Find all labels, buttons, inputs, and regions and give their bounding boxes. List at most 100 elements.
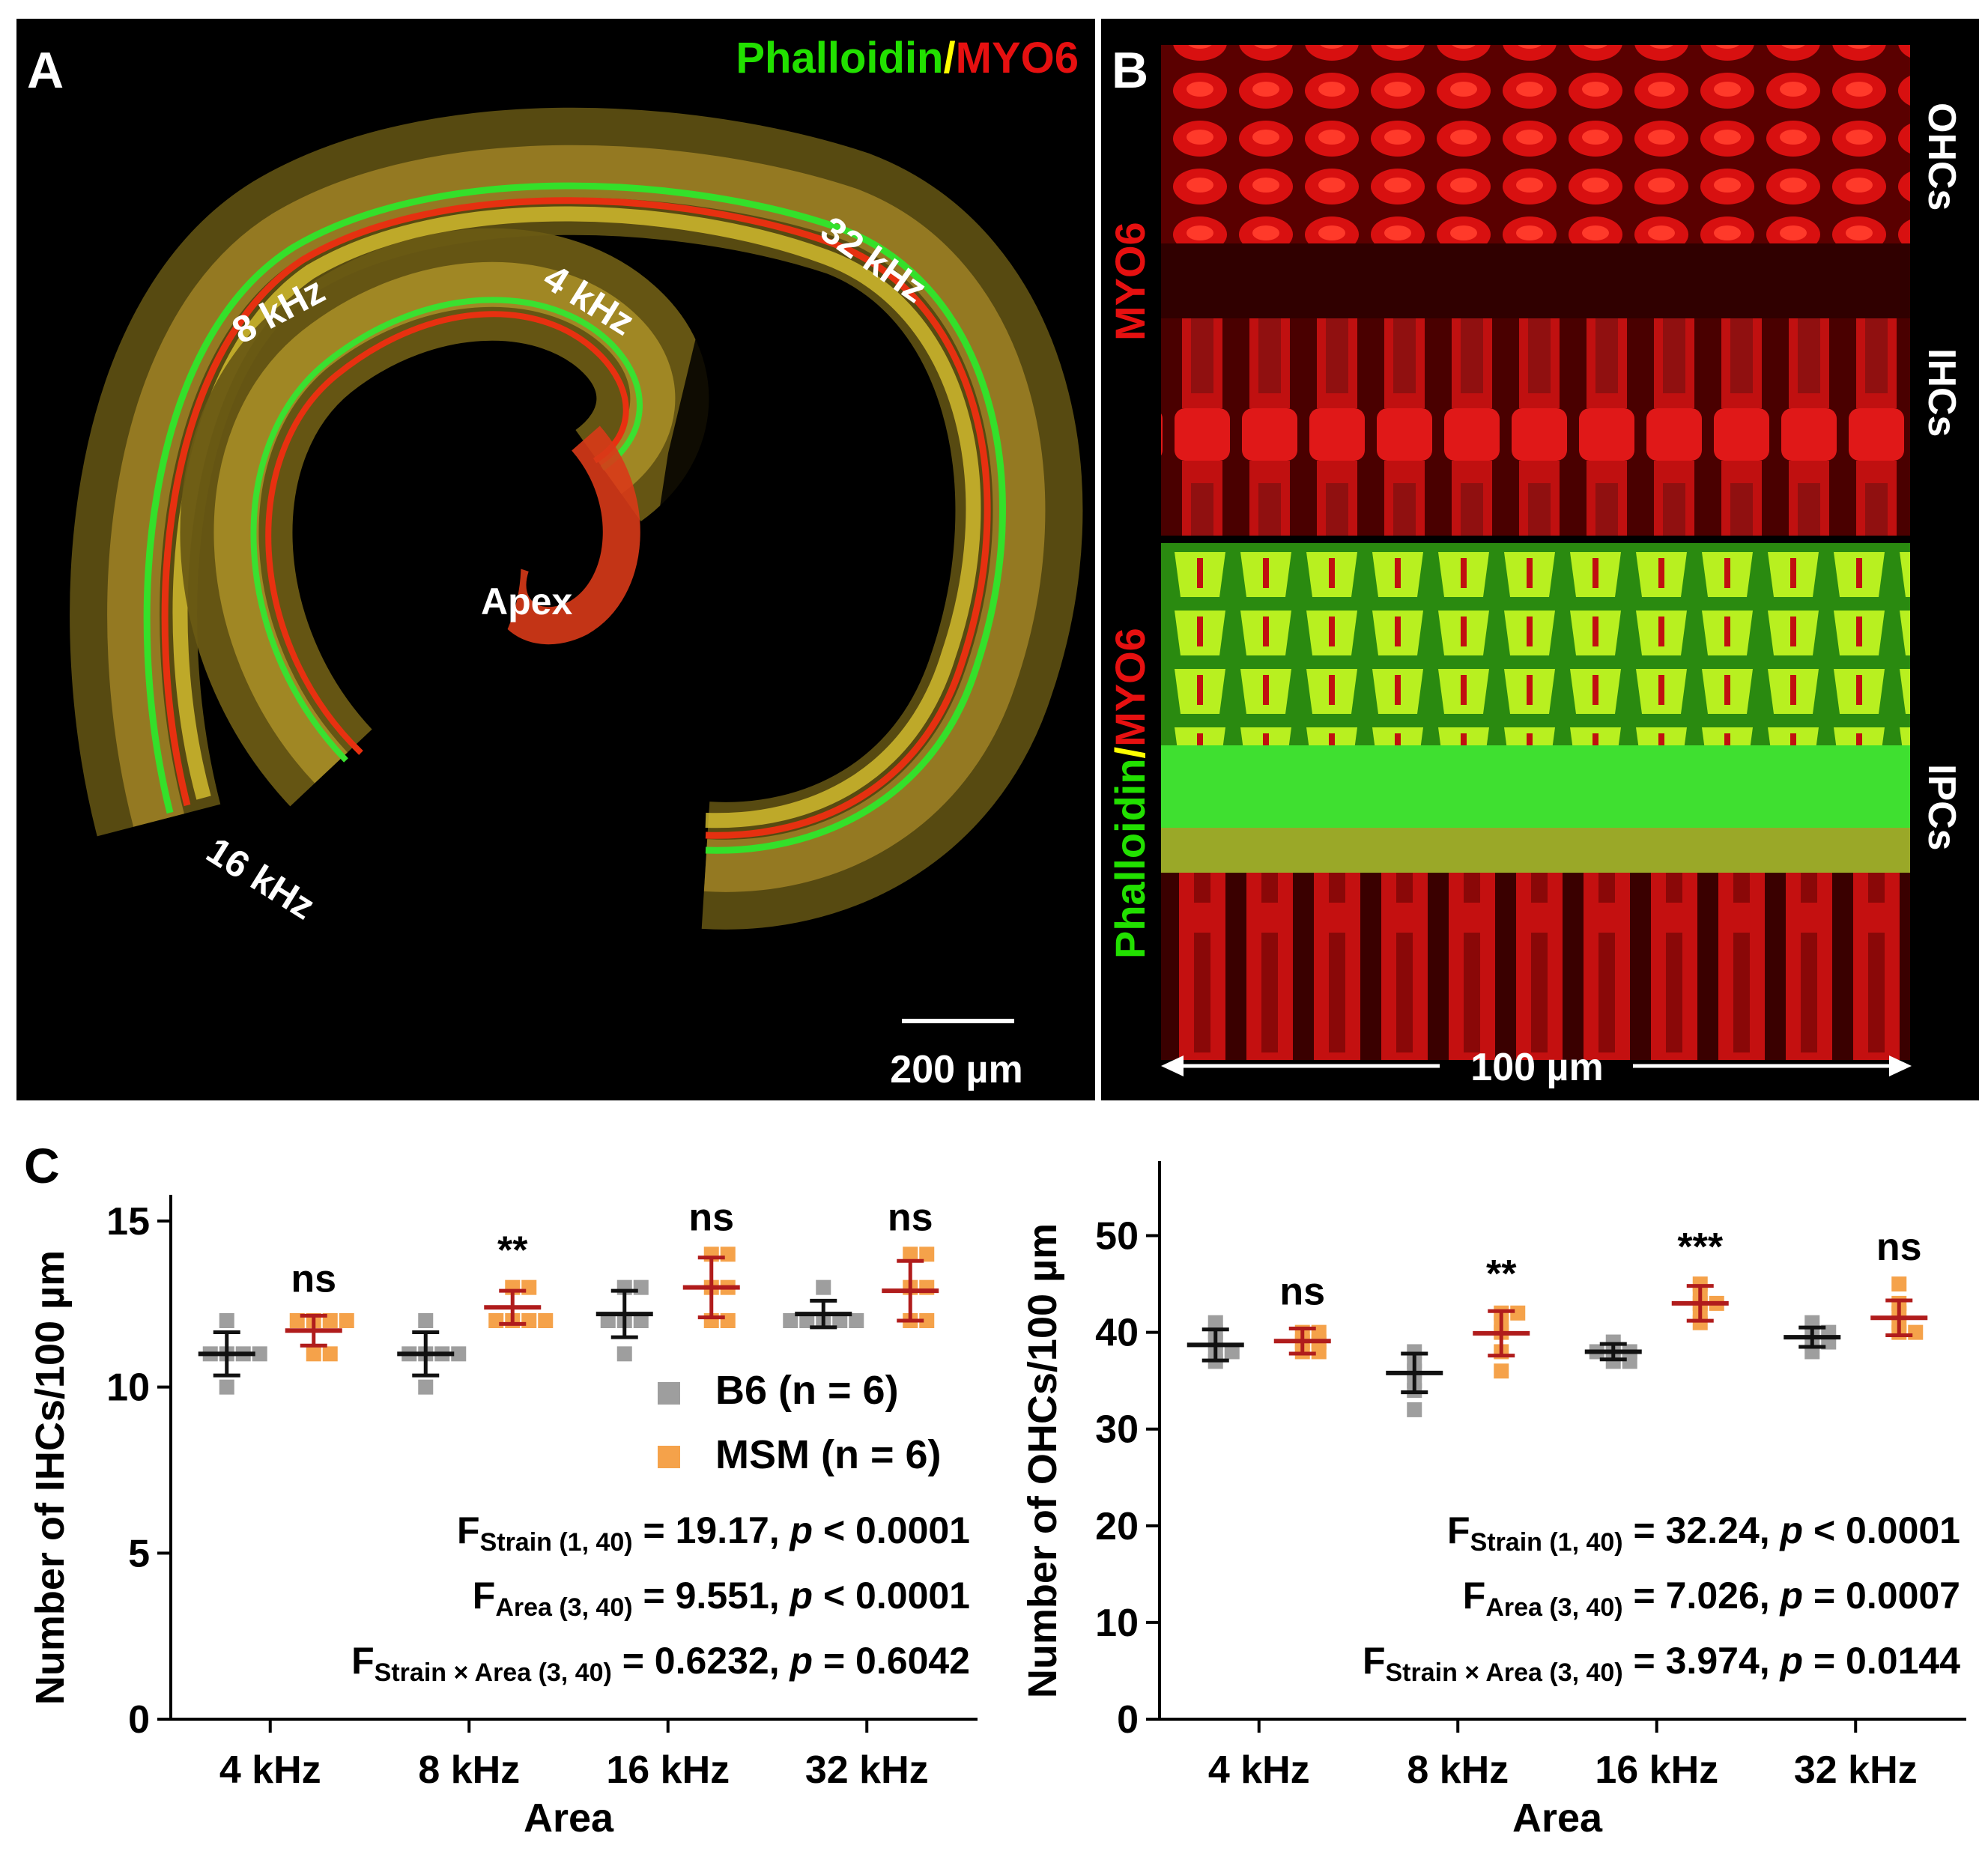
cochlea-whole-mount (70, 107, 1083, 930)
chart-0-y-tick-label: 0 (128, 1698, 150, 1742)
chart-1-msm-point (1494, 1363, 1509, 1379)
chart-0-msm-point (919, 1246, 935, 1262)
panel-a-stain-phalloidin: Phalloidin (736, 34, 943, 82)
chart-1-y-tick-label: 30 (1095, 1408, 1139, 1452)
chart-0-stat-part: = 9.551, (633, 1575, 790, 1617)
label-ohcs: OHCs (1920, 103, 1963, 210)
chart-0-b6-point (849, 1313, 864, 1328)
chart-0-significance-label: ** (497, 1229, 528, 1273)
ihc-axes: 0 5 10 15 4 kHz 8 kHz 16 kHz 32 kHz Area Number o… (28, 1195, 978, 1841)
chart-1-x-tick-label: 16 kHz (1595, 1748, 1718, 1792)
chart-0-significance-label: ns (888, 1196, 933, 1239)
panel-b-letter: B (1112, 42, 1148, 99)
legend-b6-swatch (658, 1382, 680, 1405)
chart-1-y-tick-label: 40 (1095, 1312, 1139, 1355)
chart-0-msm-point (306, 1346, 321, 1362)
chart-0-stat-part: Strain × Area (3, 40) (375, 1658, 612, 1687)
chart-1-b6-point (1224, 1344, 1240, 1360)
chart-0-stat-part: p (789, 1575, 813, 1617)
chart-0-b6-point (783, 1313, 798, 1328)
chart-0-stat-part: p (789, 1509, 813, 1551)
chart-0-x-label: Area (524, 1796, 614, 1841)
panel-a-letter: A (27, 42, 64, 99)
ohc-stats: FStrain (1, 40) = 32.24, p < 0.0001FArea… (1363, 1509, 1960, 1687)
chart-0-stat-part: = 0.6042 (813, 1640, 970, 1682)
panel-b-top-stain: MYO6 (1106, 222, 1154, 341)
chart-0-x-tick-label: 32 kHz (805, 1748, 929, 1792)
chart-0-b6-point (418, 1379, 434, 1395)
panel-a-stain-separator: / (944, 34, 956, 82)
chart-1-x-tick-label: 8 kHz (1407, 1748, 1509, 1792)
ihc-marks: ns ** ns ns (198, 1196, 939, 1395)
chart-0-stat-line: FStrain × Area (3, 40) = 0.6232, p = 0.6… (351, 1640, 970, 1687)
chart-1-x-tick-label: 32 kHz (1794, 1748, 1918, 1792)
legend-msm-swatch (658, 1446, 680, 1468)
chart-1-stat-part: = 7.026, (1623, 1575, 1781, 1617)
ihc-stats: FStrain (1, 40) = 19.17, p < 0.0001FArea… (351, 1509, 970, 1687)
chart-1-stat-part: = 32.24, (1623, 1509, 1781, 1551)
panel-a-scale-label: 200 µm (890, 1048, 1022, 1091)
chart-1-stat-line: FStrain (1, 40) = 32.24, p < 0.0001 (1447, 1509, 1960, 1557)
chart-1-stat-part: = 0.0007 (1803, 1575, 1960, 1617)
chart-1-significance-label: ns (1876, 1226, 1922, 1269)
chart-0-y-tick-label: 15 (106, 1200, 150, 1243)
chart-0-stat-part: F (457, 1509, 480, 1551)
chart-1-msm-point (1510, 1305, 1526, 1321)
chart-0-stat-part: < 0.0001 (813, 1575, 970, 1617)
chart-0-stat-part: = 0.6232, (612, 1640, 790, 1682)
chart-1-x-label: Area (1512, 1796, 1603, 1841)
label-ipcs: IPCs (1920, 764, 1963, 851)
chart-1-msm-point (1908, 1324, 1924, 1340)
chart-0-b6-point (832, 1313, 848, 1328)
chart-0-stat-part: Strain (1, 40) (480, 1528, 633, 1557)
chart-0-msm-point (919, 1313, 935, 1328)
ohc-chart: 0 10 20 30 40 50 4 kHz 8 kHz 16 kHz 32 kHz Area Num… (1020, 1161, 1966, 1841)
panel-b-stain-phalloidin: Phalloidin (1106, 758, 1154, 959)
chart-0-y-label: Number of IHCs/100 µm (28, 1250, 73, 1705)
chart-0-b6-point (451, 1346, 467, 1362)
legend-b6-label: B6 (n = 6) (715, 1368, 899, 1413)
chart-0-b6-point (633, 1313, 649, 1328)
chart-1-x-tick-label: 4 kHz (1208, 1748, 1310, 1792)
chart-1-significance-label: *** (1677, 1226, 1723, 1269)
chart-1-stat-part: F (1363, 1640, 1386, 1682)
chart-0-b6-point (616, 1346, 632, 1362)
chart-1-b6-point (1407, 1402, 1422, 1417)
chart-0-b6-point (219, 1313, 234, 1328)
chart-0-b6-point (633, 1279, 649, 1295)
chart-1-msm-point (1891, 1276, 1907, 1292)
chart-0-msm-point (720, 1313, 736, 1328)
chart-1-y-tick-label: 0 (1117, 1698, 1139, 1742)
chart-1-stat-part: p (1779, 1640, 1804, 1682)
panel-b-stain-myo6: MYO6 (1106, 628, 1154, 747)
chart-0-msm-point (538, 1313, 554, 1328)
chart-1-y-tick-label: 50 (1095, 1215, 1139, 1258)
chart-0-stat-line: FStrain (1, 40) = 19.17, p < 0.0001 (457, 1509, 970, 1557)
chart-1-stat-part: F (1447, 1509, 1470, 1551)
chart-0-b6-point (219, 1379, 234, 1395)
chart-1-stat-part: p (1779, 1575, 1804, 1617)
chart-1-significance-label: ns (1279, 1270, 1325, 1313)
chart-1-stat-part: Area (3, 40) (1485, 1593, 1622, 1622)
chart-1-stat-line: FStrain × Area (3, 40) = 3.974, p = 0.01… (1363, 1640, 1960, 1687)
panel-c-letter: C (24, 1138, 60, 1193)
chart-0-msm-point (521, 1313, 537, 1328)
ohc-axes: 0 10 20 30 40 50 4 kHz 8 kHz 16 kHz 32 kHz Area Num… (1020, 1161, 1966, 1841)
chart-1-stat-part: = 0.0144 (1803, 1640, 1960, 1682)
legend-msm-label: MSM (n = 6) (715, 1432, 942, 1477)
chart-0-b6-point (418, 1313, 434, 1328)
ohc-marks: ns ***** ns (1187, 1226, 1928, 1417)
chart-1-stat-part: = 3.974, (1623, 1640, 1781, 1682)
myo6-image (1161, 45, 1910, 536)
chart-0-msm-point (339, 1313, 354, 1328)
ihc-legend: B6 (n = 6) MSM (n = 6) (658, 1368, 942, 1477)
label-ihcs: IHCs (1920, 348, 1963, 437)
chart-0-stat-part: F (351, 1640, 375, 1682)
panel-b-scale-label: 100 µm (1470, 1046, 1603, 1089)
panel-b: B MYO6 Phalloidin/MYO6 OHCs IHCs IPCs 10… (1101, 19, 1979, 1100)
chart-0-stat-part: < 0.0001 (813, 1509, 970, 1551)
chart-1-significance-label: ** (1486, 1252, 1517, 1296)
chart-0-b6-point (799, 1313, 815, 1328)
chart-0-stat-part: F (473, 1575, 496, 1617)
chart-0-significance-label: ns (688, 1196, 734, 1239)
